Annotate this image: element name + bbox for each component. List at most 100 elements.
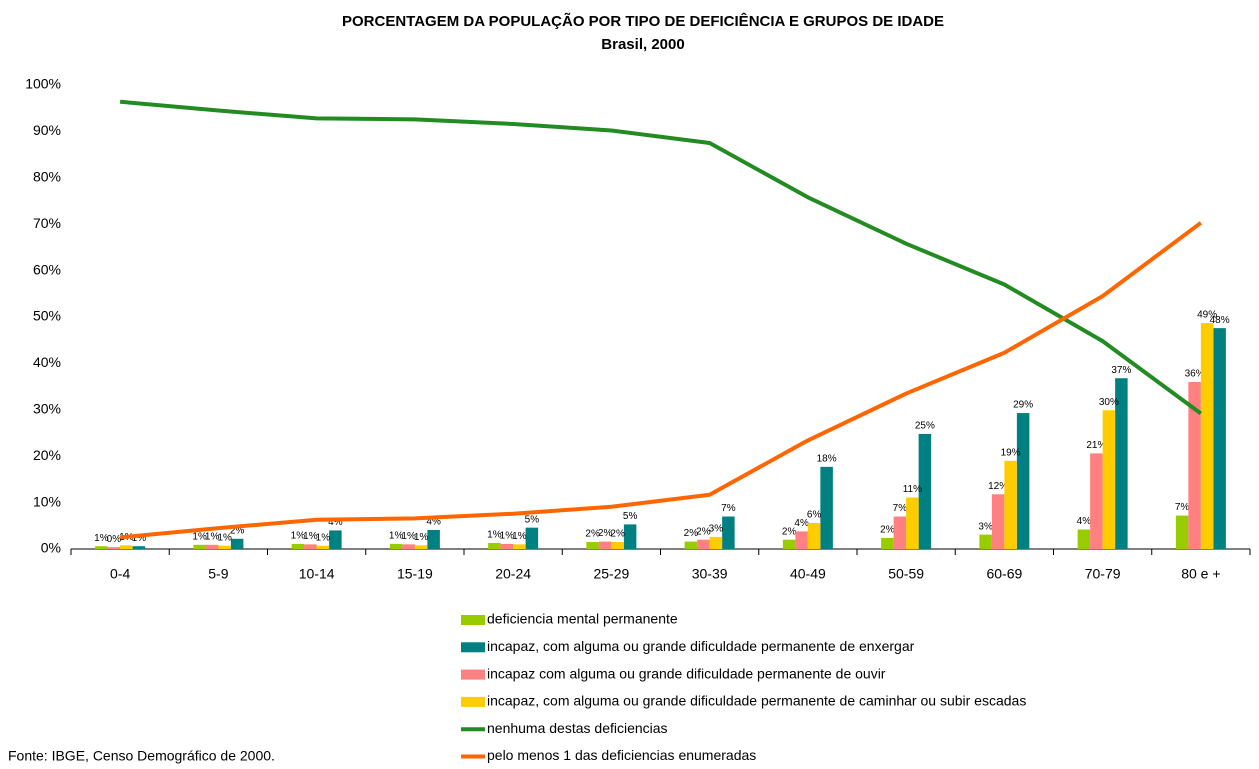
bar <box>218 545 231 549</box>
bar <box>513 544 526 549</box>
bar <box>1077 529 1091 549</box>
bar <box>611 542 624 549</box>
bar <box>697 539 710 549</box>
bar <box>1102 410 1116 549</box>
data-label: 1% <box>389 531 404 542</box>
data-label: 4% <box>328 517 343 528</box>
x-tick-label: 15-19 <box>397 566 433 582</box>
y-tick-label: 30% <box>33 401 61 417</box>
legend-swatch <box>461 669 485 680</box>
line-series <box>119 99 1203 416</box>
data-label: 1% <box>316 532 331 543</box>
bar <box>1188 381 1201 549</box>
bar <box>120 545 133 549</box>
bar <box>1016 413 1030 549</box>
data-label: 1% <box>303 531 318 542</box>
y-tick-label: 0% <box>41 540 61 556</box>
data-label: 2% <box>585 529 600 540</box>
bar <box>684 541 698 549</box>
legend-label: pelo menos 1 das deficiencias enumeradas <box>487 747 756 763</box>
data-label: 2% <box>684 528 699 539</box>
legend-label: deficiencia mental permanente <box>487 611 678 627</box>
data-label: 1% <box>94 533 109 544</box>
bar <box>500 543 514 549</box>
data-label: 1% <box>291 531 306 542</box>
y-tick-label: 60% <box>33 261 61 277</box>
data-label: 0% <box>107 534 122 545</box>
legend-swatch <box>461 696 485 707</box>
y-tick-label: 40% <box>33 354 61 370</box>
y-tick-label: 100% <box>25 76 61 92</box>
data-label: 12% <box>988 481 1008 492</box>
legend-label: incapaz, com alguma ou grande dificuldad… <box>487 638 915 654</box>
data-label: 36% <box>1185 369 1205 380</box>
x-tick-label: 0-4 <box>110 566 130 582</box>
bar <box>598 541 612 549</box>
x-tick-label: 50-59 <box>888 566 924 582</box>
y-tick-label: 80% <box>33 169 61 185</box>
data-label: 37% <box>1111 365 1131 376</box>
data-label: 5% <box>525 514 540 525</box>
bar <box>193 544 206 549</box>
bar <box>1115 378 1128 549</box>
bar <box>427 529 440 549</box>
bar <box>107 547 121 549</box>
data-label: 1% <box>132 533 147 544</box>
data-label: 1% <box>401 531 416 542</box>
bar <box>991 494 1005 549</box>
bar <box>402 544 415 549</box>
data-label: 2% <box>696 526 711 537</box>
legend-label: incapaz, com alguma ou grande dificuldad… <box>487 693 1026 709</box>
y-tick-label: 70% <box>33 215 61 231</box>
data-label: 1% <box>500 531 515 542</box>
data-label: 1% <box>217 532 232 543</box>
legend-label: incapaz com alguma ou grande dificuldade… <box>487 665 886 681</box>
data-label: 48% <box>1210 315 1230 326</box>
bar <box>893 516 907 549</box>
bar <box>205 544 219 549</box>
bar <box>820 466 833 549</box>
data-label: 4% <box>426 517 441 528</box>
bar <box>316 545 330 549</box>
bar <box>1213 328 1226 549</box>
bar <box>132 546 146 549</box>
data-label: 7% <box>721 503 736 514</box>
x-tick-label: 10-14 <box>299 566 335 582</box>
x-tick-label: 40-49 <box>790 566 826 582</box>
bar <box>304 544 317 549</box>
data-label: 7% <box>893 503 908 514</box>
bar <box>722 516 735 549</box>
data-label: 2% <box>880 525 895 536</box>
bar <box>1175 515 1189 549</box>
bar <box>807 523 821 549</box>
bar <box>95 546 108 549</box>
bar <box>1004 460 1017 549</box>
data-label: 30% <box>1099 397 1119 408</box>
chart-title: PORCENTAGEM DA POPULAÇÃO POR TIPO DE DEF… <box>342 12 944 30</box>
bar <box>525 527 539 549</box>
x-tick-label: 80 e + <box>1181 566 1220 582</box>
data-label: 49% <box>1197 310 1217 321</box>
bar <box>918 433 932 549</box>
data-label: 21% <box>1086 440 1106 451</box>
line-series <box>119 221 1203 540</box>
data-label: 1% <box>192 531 207 542</box>
x-tick-label: 70-79 <box>1085 566 1121 582</box>
data-label: 3% <box>709 524 724 535</box>
data-label: 11% <box>903 484 922 495</box>
data-label: 2% <box>230 525 245 536</box>
bar <box>795 531 808 549</box>
legend-swatch <box>461 642 485 653</box>
bar <box>414 545 428 549</box>
x-tick-label: 60-69 <box>986 566 1022 582</box>
data-label: 25% <box>915 421 935 432</box>
bar <box>1090 453 1103 549</box>
legend-label: nenhuma destas deficiencias <box>487 720 668 736</box>
bar <box>881 537 894 549</box>
y-tick-label: 20% <box>33 447 61 463</box>
data-label: 19% <box>1001 447 1021 458</box>
bar <box>1200 323 1214 549</box>
data-label: 2% <box>610 529 625 540</box>
data-label: 1% <box>512 531 527 542</box>
